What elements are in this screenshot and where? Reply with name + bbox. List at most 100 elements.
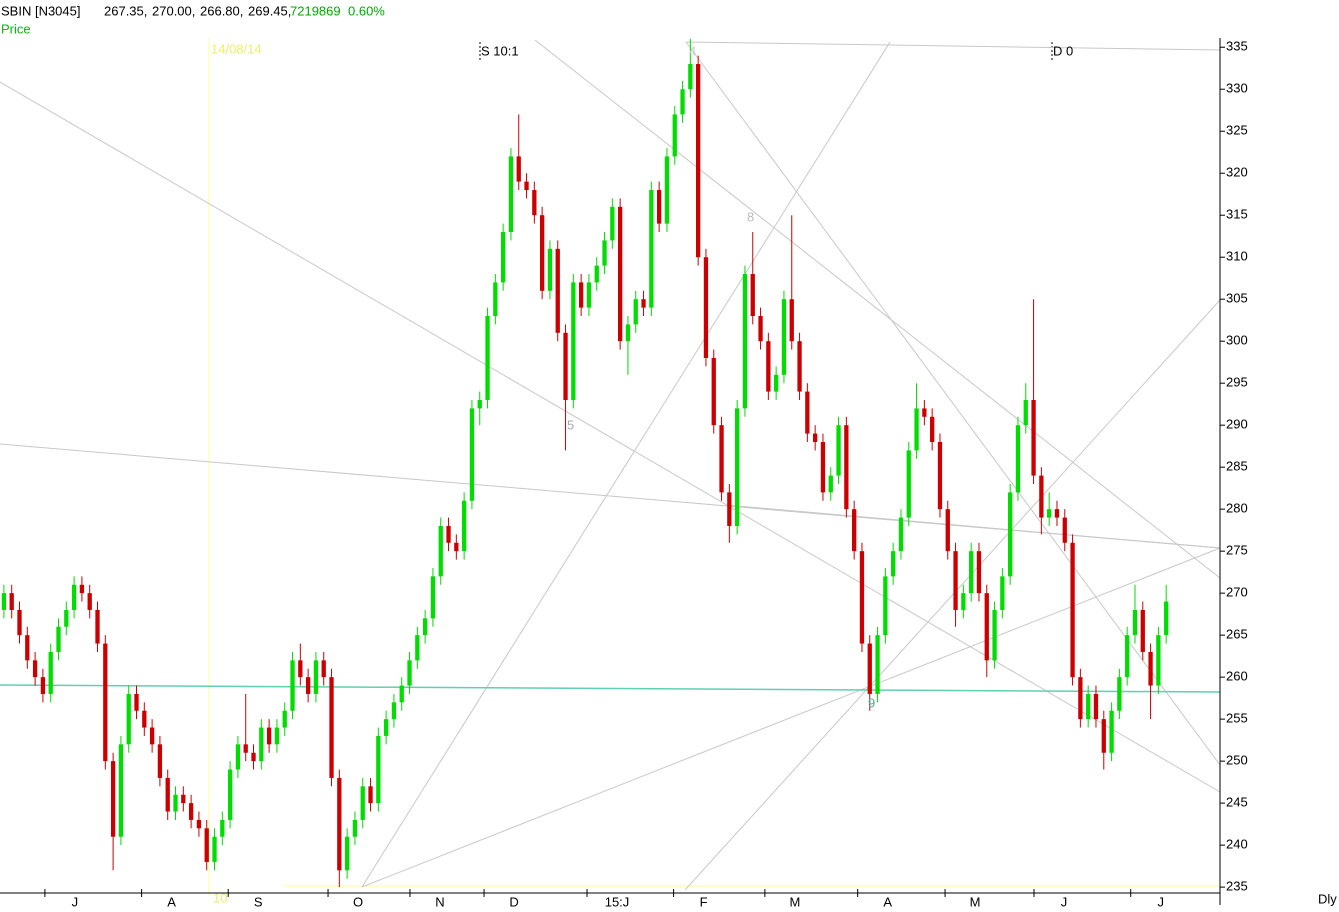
candle-body	[399, 685, 404, 703]
candle-body	[610, 206, 615, 241]
candle-body	[95, 609, 100, 644]
candle-body	[875, 635, 880, 694]
candle-body	[126, 693, 131, 745]
candle-body	[508, 156, 514, 233]
candle-body	[1062, 517, 1067, 543]
candle-body	[1031, 399, 1036, 476]
candle-body	[727, 492, 732, 526]
candle-body	[1023, 399, 1028, 426]
symbol: SBIN [N3045]	[1, 3, 81, 18]
candle-body	[797, 341, 802, 392]
candle-body	[1164, 601, 1169, 636]
candle-body	[602, 240, 607, 266]
y-tick-label: 330	[1226, 81, 1248, 96]
open-value: 267.35,	[104, 3, 147, 18]
candle-body	[290, 660, 295, 711]
candle-body	[1132, 609, 1138, 636]
y-tick-label: 325	[1226, 123, 1248, 138]
candle-body	[438, 525, 443, 577]
candle-body	[774, 374, 779, 392]
candle-body	[820, 441, 826, 493]
x-tick-label: A	[167, 894, 176, 909]
volume: 7219869	[290, 3, 341, 18]
candle-body	[118, 744, 124, 837]
trend-line	[685, 41, 1221, 51]
candle-body	[898, 517, 904, 552]
candle-body	[376, 735, 381, 804]
candle-body	[969, 551, 974, 594]
candle-body	[485, 316, 490, 400]
candle-body	[930, 416, 935, 442]
y-tick-label: 245	[1226, 795, 1248, 810]
candle-body	[1140, 609, 1145, 652]
y-tick-label: 270	[1226, 585, 1248, 600]
candle-body	[1117, 677, 1122, 711]
candle-body	[867, 643, 872, 694]
trend-line	[725, 504, 1221, 549]
candle-body	[227, 769, 233, 820]
candle-body	[165, 777, 170, 812]
y-tick-label: 305	[1226, 291, 1248, 306]
candle-body	[945, 509, 950, 552]
candle-body	[578, 282, 584, 308]
y-tick-label: 240	[1226, 837, 1248, 852]
annotation: 5	[567, 417, 574, 432]
y-tick-label: 290	[1226, 417, 1248, 432]
candle-body	[79, 584, 85, 594]
candle-body	[688, 64, 693, 90]
candle-body	[9, 593, 14, 610]
candle-body	[493, 282, 498, 317]
y-tick-label: 280	[1226, 501, 1248, 516]
candle-body	[305, 677, 311, 694]
candle-body	[539, 215, 545, 291]
header: SBIN [N3045] 267.35, 270.00, 266.80, 269…	[1, 3, 385, 36]
candle-body	[516, 156, 521, 182]
candle-body	[1109, 710, 1114, 753]
candle-body	[641, 299, 646, 308]
candle-body	[1148, 651, 1153, 686]
candle-body	[1125, 635, 1130, 678]
support-line	[0, 684, 1221, 693]
candle-body	[703, 257, 709, 358]
candle-body	[1070, 542, 1075, 678]
candle-body	[813, 433, 818, 442]
candle-body	[422, 618, 428, 636]
x-tick-label: S	[254, 894, 263, 909]
annotation: D 0	[1053, 43, 1073, 58]
candle-body	[196, 819, 202, 829]
trend-line	[361, 547, 1221, 888]
y-tick-label: 295	[1226, 375, 1248, 390]
candle-body	[266, 727, 272, 745]
candle-body	[883, 576, 888, 636]
candle-body	[984, 593, 989, 661]
candle-body	[337, 777, 342, 871]
annotation: 14/08/14	[211, 41, 262, 56]
candle-body	[469, 408, 475, 501]
candle-body	[664, 156, 670, 224]
candle-body	[142, 710, 147, 728]
x-tick-label: J	[1061, 894, 1068, 909]
candle-body	[750, 274, 755, 317]
candle-body	[1156, 635, 1161, 686]
candle-body	[32, 660, 38, 678]
candle-body	[149, 727, 155, 745]
trend-line	[0, 81, 1221, 793]
candle-body	[922, 408, 927, 417]
trend-line	[684, 299, 1221, 891]
x-tick-label: A	[883, 894, 892, 909]
candle-body	[173, 794, 178, 812]
candle-body	[891, 551, 896, 577]
x-tick-label: J	[72, 894, 79, 909]
candle-body	[461, 500, 467, 552]
candle-body	[391, 702, 397, 720]
candle-body	[17, 609, 22, 636]
candle-body	[719, 425, 724, 493]
candle-body	[1, 593, 7, 610]
candle-body	[157, 744, 163, 778]
candle-body	[1093, 693, 1099, 720]
candle-body	[914, 408, 919, 451]
candle-body	[836, 425, 841, 476]
x-tick-label: D	[509, 894, 518, 909]
candle-body	[742, 274, 748, 409]
